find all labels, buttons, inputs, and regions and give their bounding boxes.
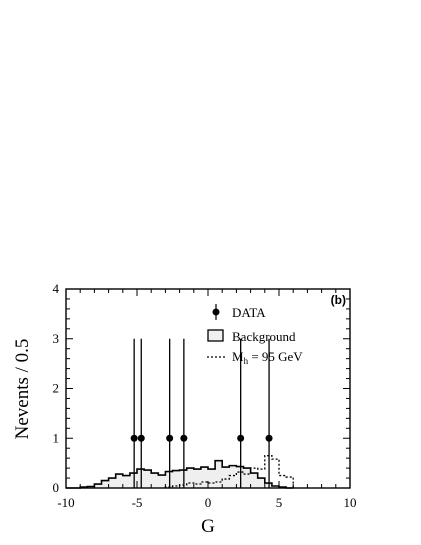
- axis-ticks: [65, 288, 351, 489]
- y-tick-label: 3: [53, 331, 60, 346]
- legend-data-marker: [212, 304, 220, 320]
- x-tick-label: 5: [276, 495, 283, 510]
- axis-tick-labels: -10 -5 0 5 10 0 1 2 3 4: [53, 281, 357, 510]
- data-marker: [130, 434, 138, 442]
- background-bin: [215, 460, 223, 488]
- background-bin: [186, 468, 194, 488]
- background-bin: [137, 469, 145, 488]
- background-bin: [94, 484, 102, 488]
- y-tick-label: 2: [53, 381, 60, 396]
- background-bin: [129, 473, 137, 488]
- signal-outline: [164, 455, 294, 488]
- signal-histogram: [164, 455, 294, 488]
- y-tick-label: 4: [53, 281, 60, 296]
- background-bin: [264, 483, 272, 488]
- y-tick-label: 0: [53, 480, 60, 495]
- x-tick-label: -10: [57, 495, 74, 510]
- x-tick-label: 10: [344, 495, 357, 510]
- data-marker: [180, 434, 188, 442]
- background-bin: [229, 465, 237, 488]
- background-bin: [144, 470, 152, 488]
- background-bin: [243, 468, 251, 488]
- background-bin: [172, 470, 180, 488]
- data-marker: [265, 434, 273, 442]
- legend-signal-label: Mh = 95 GeV: [232, 349, 303, 366]
- y-tick-label: 1: [53, 430, 60, 445]
- data-marker: [137, 434, 145, 442]
- x-tick-label: 0: [205, 495, 212, 510]
- data-point: [137, 338, 145, 488]
- background-bin: [193, 469, 201, 488]
- data-points: [130, 338, 273, 488]
- legend-background-label: Background: [232, 329, 296, 344]
- background-bin: [158, 475, 166, 488]
- background-bin: [108, 478, 116, 488]
- background-bin: [250, 473, 258, 488]
- background-bin: [222, 467, 230, 488]
- background-bin: [200, 467, 208, 488]
- y-axis-label: Nevents / 0.5: [12, 339, 33, 440]
- plot-frame: [65, 288, 351, 489]
- data-marker: [166, 434, 174, 442]
- background-bin: [101, 480, 109, 488]
- data-point: [180, 338, 188, 488]
- background-bin: [179, 470, 187, 488]
- background-bin: [208, 469, 216, 488]
- legend: DATA Background Mh = 95 GeV: [207, 304, 303, 366]
- background-outline: [66, 459, 294, 489]
- background-bin: [165, 471, 173, 488]
- data-point: [237, 338, 245, 488]
- background-bin: [271, 486, 279, 488]
- background-histogram: [66, 459, 294, 489]
- legend-data-label: DATA: [232, 305, 266, 320]
- background-bin: [151, 473, 159, 488]
- background-bin: [122, 475, 130, 488]
- data-point: [130, 338, 138, 488]
- data-point: [265, 338, 273, 488]
- data-point: [166, 338, 174, 488]
- data-marker: [237, 434, 245, 442]
- background-bin: [236, 466, 244, 488]
- background-bin: [257, 478, 265, 488]
- x-tick-label: -5: [132, 495, 143, 510]
- x-axis-label: G: [201, 516, 215, 537]
- legend-background-swatch: [207, 329, 224, 342]
- background-bin: [115, 474, 123, 488]
- panel-label: (b): [331, 293, 346, 307]
